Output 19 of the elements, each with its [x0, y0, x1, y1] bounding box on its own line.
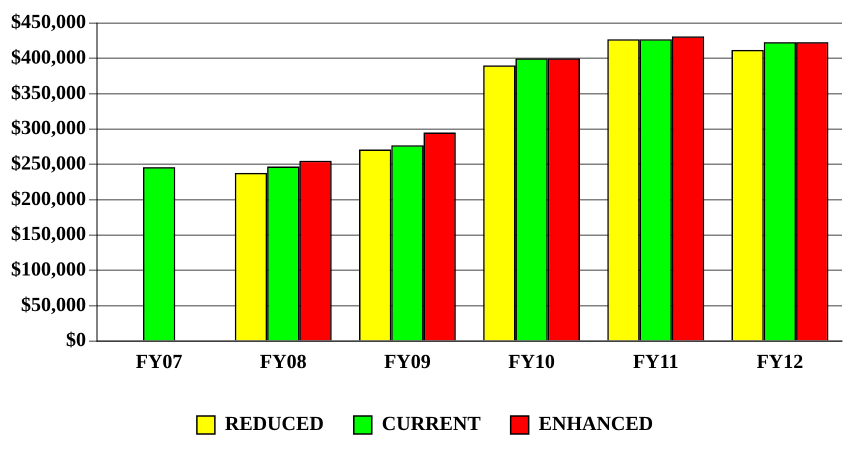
- y-tick-label: $150,000: [11, 223, 86, 246]
- y-tick-label: $200,000: [11, 188, 86, 210]
- x-tick-label: FY12: [756, 351, 804, 374]
- y-tick-label: $100,000: [11, 258, 86, 281]
- legend-label: CURRENT: [382, 413, 482, 436]
- x-tick-label: FY10: [508, 351, 555, 374]
- legend-label: ENHANCED: [538, 413, 654, 436]
- x-tick-label: FY09: [384, 351, 431, 374]
- y-tick-label: $0: [66, 329, 86, 352]
- legend-label: REDUCED: [224, 413, 324, 436]
- x-tick-label: FY11: [632, 351, 679, 374]
- x-tick-label: FY07: [136, 351, 182, 374]
- y-tick-label: $250,000: [11, 152, 86, 175]
- y-tick-label: $400,000: [11, 46, 86, 69]
- y-tick-label: $50,000: [21, 294, 86, 316]
- y-tick-label: $450,000: [11, 11, 86, 34]
- y-tick-label: $350,000: [11, 82, 86, 104]
- x-tick-label: FY08: [260, 351, 307, 374]
- y-tick-label: $300,000: [11, 117, 86, 140]
